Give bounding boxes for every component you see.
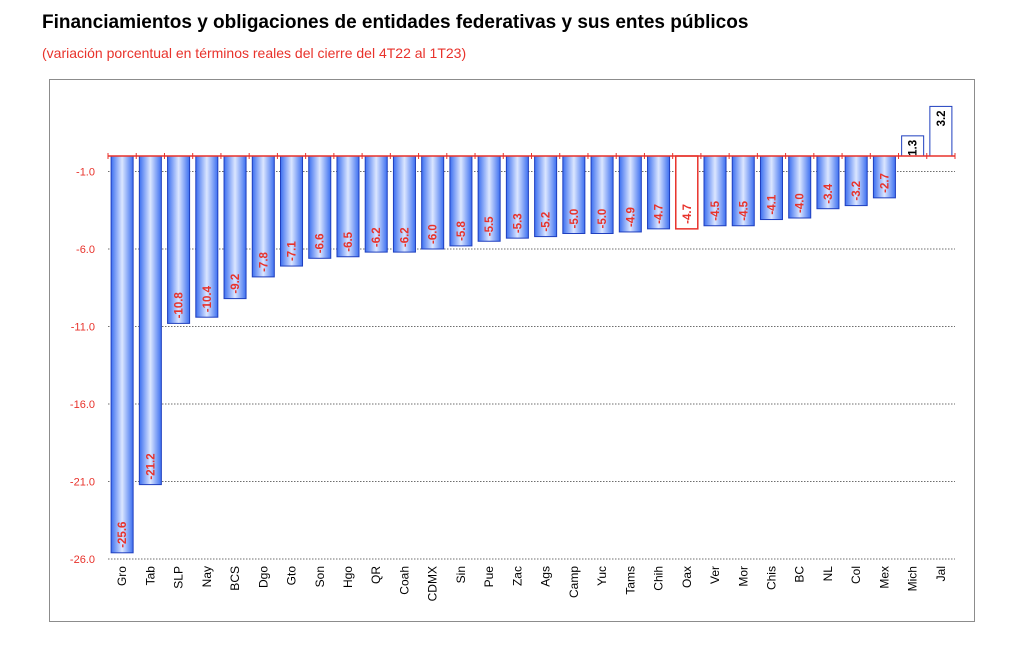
data-label-bcs: -9.2 [230,274,242,294]
y-axis-ticks: -1.0 -6.0 -11.0 -16.0 -21.0 -26.0 [70,167,95,567]
x-axis-ticks: Gro Tab SLP Nay BCS Dgo Gto Son Hgo QR Coah CDMX Sin… [115,566,948,602]
x-tick-label-nay: Nay [200,566,214,587]
x-tick-label-hgo: Hgo [341,566,355,588]
x-tick-label-jal: Jal [934,566,948,581]
x-tick-label-mor: Mor [736,566,750,587]
x-tick-label-dgo: Dgo [256,566,270,588]
x-tick-label-bcs: BCS [228,566,242,591]
gridlines [108,171,955,560]
data-label-mor: -4.5 [738,200,750,220]
data-label-coah: -6.2 [399,227,411,247]
x-tick-label-pue: Pue [482,566,496,588]
data-label-tab: -21.2 [145,453,157,479]
x-tick-label-qr: QR [369,566,383,584]
y-tick-label: -1.0 [76,167,95,179]
data-label-qr: -6.2 [371,227,383,247]
x-tick-label-ver: Ver [708,566,722,584]
data-label-nl: -3.4 [823,183,835,203]
data-label-mich: 1.3 [908,140,920,156]
data-label-oax: -4.7 [682,204,694,224]
x-tick-label-chis: Chis [764,566,778,590]
data-label-son: -6.6 [315,233,327,253]
x-tick-label-tab: Tab [143,566,157,586]
y-tick-label: -21.0 [70,477,95,489]
x-tick-label-bc: BC [793,566,807,583]
data-label-gro: -25.6 [117,522,129,548]
x-tick-label-slp: SLP [172,566,186,589]
zero-line [107,153,956,159]
data-label-jal: 3.2 [936,110,948,126]
data-label-slp: -10.8 [174,292,186,319]
data-label-chih: -4.7 [654,204,666,224]
bar-tab [138,155,162,486]
x-tick-label-mich: Mich [906,566,920,591]
x-tick-label-col: Col [849,566,863,584]
data-label-bc: -4.0 [795,193,807,213]
bars [110,105,953,554]
x-tick-label-cdmx: CDMX [426,566,440,601]
data-label-cdmx: -6.0 [428,224,440,244]
x-tick-label-son: Son [313,566,327,587]
data-label-camp: -5.0 [569,209,581,229]
y-tick-label: -26.0 [70,554,95,566]
data-labels: -25.6 -21.2 -10.8 -10.4 -9.2 -7.8 -7.1 -6.6 -6.5… [117,110,948,547]
data-label-col: -3.2 [851,181,863,201]
data-label-pue: -5.5 [484,216,496,236]
y-tick-label: -6.0 [76,244,95,256]
x-tick-label-yuc: Yuc [595,566,609,586]
x-tick-label-tams: Tams [623,566,637,595]
x-tick-label-camp: Camp [567,566,581,598]
data-label-ver: -4.5 [710,200,722,220]
x-tick-label-chih: Chih [652,566,666,591]
x-tick-label-coah: Coah [397,566,411,595]
y-tick-label: -11.0 [71,322,95,334]
data-label-tams: -4.9 [625,207,637,227]
chart-frame [49,79,975,622]
x-tick-label-sin: Sin [454,566,468,583]
x-tick-label-zac: Zac [510,566,524,586]
data-label-ags: -5.2 [541,212,553,232]
x-tick-label-mex: Mex [877,566,891,589]
data-label-yuc: -5.0 [597,209,609,229]
data-label-zac: -5.3 [512,213,524,233]
data-label-gto: -7.1 [287,241,299,261]
data-label-sin: -5.8 [456,220,468,240]
x-tick-label-nl: NL [821,566,835,582]
data-label-hgo: -6.5 [343,231,355,251]
chart-subtitle: (variación porcentual en términos reales… [42,45,467,61]
x-tick-label-ags: Ags [539,566,553,587]
data-label-nay: -10.4 [202,285,214,312]
x-tick-label-gro: Gro [115,566,129,586]
data-label-dgo: -7.8 [258,251,270,271]
chart-title: Financiamientos y obligaciones de entida… [42,12,749,33]
bar-gro [110,155,134,554]
x-tick-label-oax: Oax [680,566,694,588]
data-label-chis: -4.1 [766,194,778,214]
x-tick-label-gto: Gto [285,566,299,586]
data-label-mex: -2.7 [879,173,891,193]
y-tick-label: -16.0 [70,399,95,411]
